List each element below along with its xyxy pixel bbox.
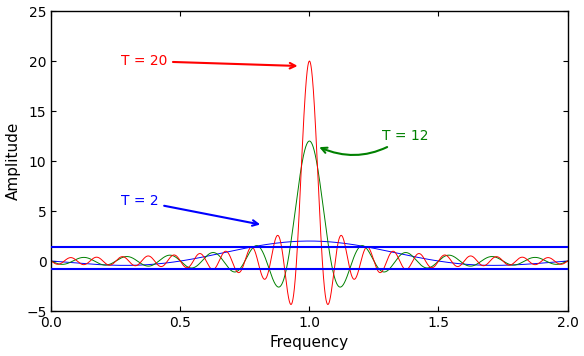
Text: T = 20: T = 20 bbox=[121, 54, 296, 68]
Y-axis label: Amplitude: Amplitude bbox=[6, 122, 20, 200]
X-axis label: Frequency: Frequency bbox=[270, 335, 349, 350]
Text: T = 12: T = 12 bbox=[321, 129, 428, 155]
Text: T = 2: T = 2 bbox=[121, 194, 258, 226]
